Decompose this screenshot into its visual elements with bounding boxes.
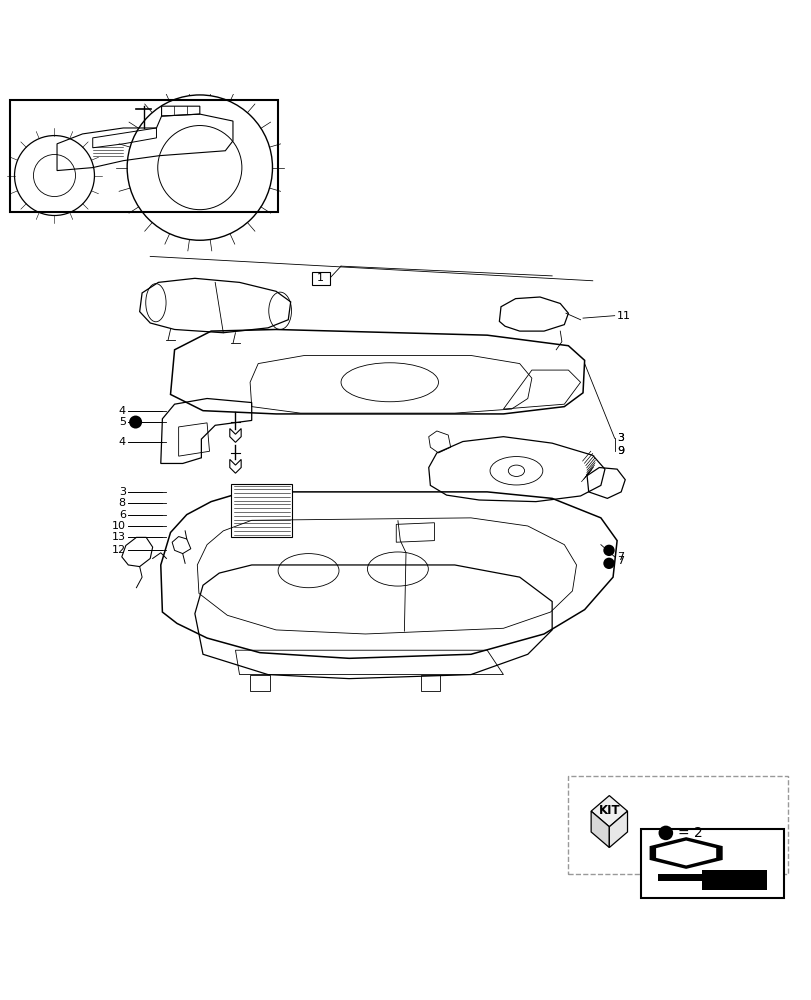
Polygon shape <box>655 841 715 865</box>
Polygon shape <box>657 870 766 890</box>
Text: 10: 10 <box>112 521 126 531</box>
Text: 5: 5 <box>118 417 126 427</box>
Polygon shape <box>608 811 627 848</box>
Circle shape <box>658 826 672 840</box>
Text: 6: 6 <box>118 510 126 520</box>
Text: 3: 3 <box>118 487 126 497</box>
Polygon shape <box>590 811 608 848</box>
Bar <box>641 829 783 898</box>
Text: 4: 4 <box>118 406 126 416</box>
Bar <box>311 272 329 285</box>
Polygon shape <box>590 796 627 827</box>
Bar <box>10 100 277 212</box>
Text: 8: 8 <box>118 498 126 508</box>
Text: 7: 7 <box>616 556 624 566</box>
Bar <box>231 484 292 537</box>
Text: 9: 9 <box>616 446 624 456</box>
Text: 9: 9 <box>616 446 624 456</box>
Text: = 2: = 2 <box>677 826 702 840</box>
Circle shape <box>603 558 614 569</box>
Polygon shape <box>649 837 722 869</box>
Text: 1: 1 <box>317 273 324 283</box>
Circle shape <box>129 416 142 429</box>
Text: 13: 13 <box>112 532 126 542</box>
Text: 7: 7 <box>616 552 624 562</box>
Text: 3: 3 <box>616 433 624 443</box>
Text: 12: 12 <box>112 545 126 555</box>
Circle shape <box>603 545 614 556</box>
Text: 4: 4 <box>118 437 126 447</box>
Bar <box>568 776 787 874</box>
Text: 11: 11 <box>616 311 630 321</box>
Text: 3: 3 <box>616 433 624 443</box>
Text: KIT: KIT <box>598 804 620 817</box>
